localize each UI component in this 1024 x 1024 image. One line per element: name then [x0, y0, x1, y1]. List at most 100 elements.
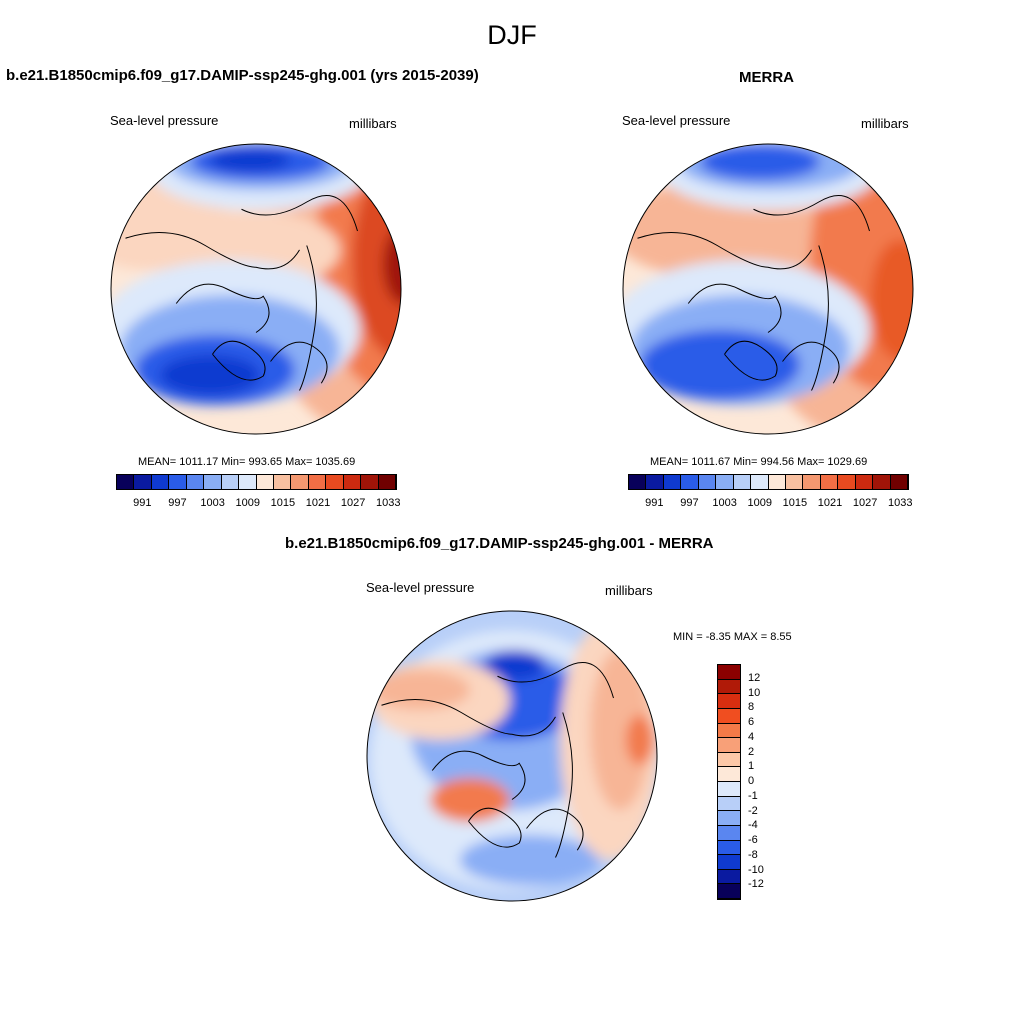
colorbar-swatch [716, 475, 734, 489]
panel3-units-label: millibars [605, 583, 653, 598]
coastline [497, 661, 614, 699]
colorbar-tick-label: 2 [748, 745, 755, 758]
panel2-variable-label: Sea-level pressure [622, 113, 731, 128]
colorbar-swatch [718, 811, 740, 826]
panel2-title: MERRA [739, 69, 794, 86]
panel1-variable-label: Sea-level pressure [110, 113, 219, 128]
colorbar-swatch [718, 840, 740, 856]
colorbar-tick-label: 1009 [235, 497, 260, 509]
pressure-field-region [640, 330, 800, 400]
colorbar-tick-label: 1009 [747, 497, 772, 509]
colorbar-tick-label: 10 [748, 686, 761, 699]
colorbar-swatch [718, 825, 740, 841]
pressure-field-region [590, 650, 650, 810]
colorbar-tick-label: 0 [748, 775, 755, 787]
pressure-field-region [870, 240, 913, 360]
colorbar-tick-label: 6 [748, 716, 755, 728]
colorbar-swatch [221, 475, 240, 489]
panel3-stats: MIN = -8.35 MAX = 8.55 [673, 631, 792, 643]
colorbar-swatch [169, 475, 187, 489]
colorbar-tick-label: 1003 [200, 497, 225, 509]
map-border [366, 610, 658, 902]
coastline [526, 808, 584, 851]
coastline [811, 245, 829, 391]
panel3-title: b.e21.B1850cmip6.f09_g17.DAMIP-ssp245-gh… [285, 535, 714, 552]
colorbar-tick-label: 8 [748, 701, 755, 714]
coastline [753, 194, 870, 232]
colorbar-tick-label: 1033 [375, 497, 401, 509]
pressure-field-region [485, 650, 545, 680]
colorbar-swatch [718, 665, 740, 680]
colorbar-swatch [646, 475, 664, 489]
colorbar-swatch [256, 475, 274, 489]
panel1-stats: MEAN= 1011.17 Min= 993.65 Max= 1035.69 [138, 456, 356, 468]
colorbar-tick-label: -6 [748, 834, 758, 846]
colorbar-swatch [785, 475, 804, 489]
colorbar-swatch [718, 694, 740, 709]
pressure-field-region [160, 355, 260, 395]
coastline [637, 231, 812, 270]
panel3-variable-label: Sea-level pressure [366, 580, 475, 595]
colorbar-swatch [291, 475, 309, 489]
colorbar-tick-label: -12 [748, 878, 764, 891]
panel1-title: b.e21.B1850cmip6.f09_g17.DAMIP-ssp245-gh… [6, 67, 479, 84]
coastline [468, 807, 522, 848]
colorbar-tick-label: 4 [748, 730, 755, 743]
colorbar-tick-label: -1 [748, 789, 758, 802]
colorbar-tick-label: 1003 [712, 497, 737, 509]
colorbar-tick-label: 1027 [340, 497, 366, 509]
colorbar-swatch [361, 475, 379, 489]
colorbar-swatch [326, 475, 344, 489]
panel2-colorbar [628, 474, 909, 490]
colorbar-swatch [117, 475, 135, 489]
colorbar-swatch [718, 679, 740, 695]
coastline [431, 750, 526, 800]
colorbar-tick-label: -8 [748, 848, 758, 861]
colorbar-tick-label: 1015 [270, 497, 296, 509]
coastline [241, 194, 358, 232]
colorbar-swatch [838, 475, 856, 489]
colorbar-tick-label: 1027 [852, 497, 878, 509]
colorbar-swatch [718, 723, 740, 739]
colorbar-tick-label: 1033 [887, 497, 913, 509]
colorbar-swatch [718, 767, 740, 782]
colorbar-swatch [718, 752, 740, 768]
colorbar-swatch [820, 475, 839, 489]
coastline [724, 340, 778, 381]
colorbar-swatch [718, 884, 740, 899]
colorbar-swatch [151, 475, 170, 489]
colorbar-swatch [873, 475, 891, 489]
pressure-field-region [430, 778, 510, 822]
coastline [212, 340, 266, 381]
colorbar-swatch [663, 475, 682, 489]
panel1-colorbar [116, 474, 397, 490]
coastline [381, 698, 556, 737]
colorbar-swatch [718, 869, 740, 885]
colorbar-swatch [733, 475, 752, 489]
colorbar-swatch [378, 475, 396, 489]
colorbar-tick-label: -4 [748, 819, 758, 832]
pressure-field-region [352, 160, 401, 360]
colorbar-tick-label: 1021 [817, 497, 843, 509]
colorbar-tick-label: 991 [645, 497, 664, 509]
colorbar-swatch [718, 738, 740, 753]
colorbar-swatch [718, 708, 740, 724]
colorbar-swatch [204, 475, 222, 489]
colorbar-swatch [751, 475, 769, 489]
panel2-stats: MEAN= 1011.67 Min= 994.56 Max= 1029.69 [650, 456, 868, 468]
pressure-field-region [700, 144, 820, 180]
colorbar-tick-label: 12 [748, 671, 761, 684]
colorbar-swatch [855, 475, 874, 489]
pressure-field-region [210, 148, 290, 172]
pressure-field-region [460, 835, 600, 885]
colorbar-tick-label: -2 [748, 804, 758, 817]
panel2-units-label: millibars [861, 116, 909, 131]
colorbar-tick-label: 991 [133, 497, 152, 509]
colorbar-swatch [343, 475, 362, 489]
panel1-colorbar-ticks: 991 997 1003 1009 1015 1021 1027 1033 [116, 497, 401, 511]
colorbar-tick-label: 1015 [782, 497, 808, 509]
page-title: DJF [487, 20, 537, 50]
colorbar-swatch [803, 475, 821, 489]
